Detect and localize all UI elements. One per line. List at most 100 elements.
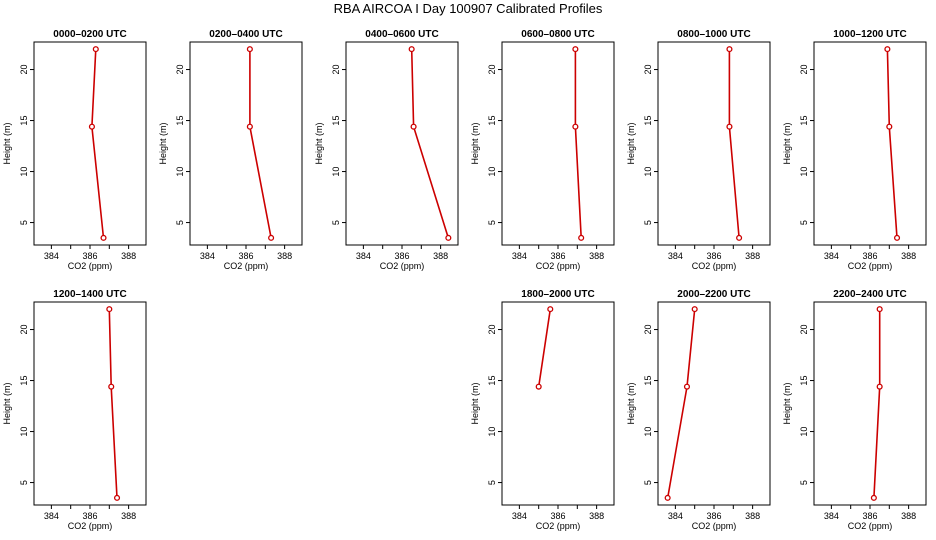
series-line	[574, 49, 582, 238]
y-axis-label: Height (m)	[626, 382, 636, 424]
y-tick-label: 10	[19, 427, 29, 437]
y-tick-label: 15	[175, 116, 185, 126]
x-tick-label: 388	[433, 251, 448, 261]
y-axis-label: Height (m)	[2, 122, 12, 164]
x-tick-label: 384	[824, 251, 839, 261]
y-axis-label: Height (m)	[470, 122, 480, 164]
panel-title: 0400–0600 UTC	[365, 29, 438, 40]
y-axis-label: Height (m)	[782, 382, 792, 424]
panel-title: 1000–1200 UTC	[833, 29, 906, 40]
x-tick-label: 388	[901, 251, 916, 261]
x-tick-label: 388	[121, 251, 136, 261]
x-tick-label: 386	[238, 251, 253, 261]
data-point	[876, 383, 883, 390]
y-tick-label: 15	[799, 376, 809, 386]
x-tick-label: 384	[512, 511, 527, 521]
x-tick-label: 384	[824, 511, 839, 521]
y-tick-label: 20	[19, 65, 29, 75]
panel-title: 0800–1000 UTC	[677, 29, 750, 40]
series-line	[91, 49, 105, 238]
y-axis-label: Height (m)	[314, 122, 324, 164]
x-axis-label: CO2 (ppm)	[692, 521, 737, 531]
panel-title: 2000–2200 UTC	[677, 289, 750, 300]
data-point	[886, 123, 893, 130]
y-tick-label: 5	[487, 480, 497, 485]
x-tick-label: 384	[200, 251, 215, 261]
x-tick-label: 384	[668, 511, 683, 521]
data-point	[726, 46, 733, 53]
x-tick-label: 386	[706, 251, 721, 261]
chart-panel-10: 2200–2400 UTC 384 386 388 5 10 15 20 CO2 (ppm) He…	[782, 289, 927, 531]
plot-frame	[501, 41, 615, 246]
y-axis-label: Height (m)	[2, 382, 12, 424]
y-tick-label: 15	[331, 116, 341, 126]
x-tick-label: 386	[706, 511, 721, 521]
panel-title: 1800–2000 UTC	[521, 289, 594, 300]
y-tick-label: 10	[331, 167, 341, 177]
y-tick-label: 15	[487, 116, 497, 126]
y-tick-label: 5	[799, 220, 809, 225]
data-point	[726, 123, 733, 130]
y-tick-label: 20	[643, 65, 653, 75]
panel-title: 2200–2400 UTC	[833, 289, 906, 300]
x-tick-label: 384	[44, 511, 59, 521]
plot-frame	[657, 301, 771, 506]
x-axis-label: CO2 (ppm)	[692, 261, 737, 271]
data-point	[870, 494, 877, 501]
chart-panel-8: 1800–2000 UTC 384 386 388 5 10 15 20 CO2 (ppm) He…	[470, 289, 615, 531]
chart-panel-5: 0800–1000 UTC 384 386 388 5 10 15 20 CO2 (ppm) He…	[626, 29, 771, 271]
y-tick-label: 15	[799, 116, 809, 126]
y-tick-label: 5	[643, 220, 653, 225]
chart-panel-1: 0000–0200 UTC 384 386 388 5 10 15 20 CO2 (ppm) He…	[2, 29, 147, 271]
data-point	[876, 306, 883, 313]
data-point	[106, 306, 113, 313]
y-tick-label: 10	[643, 167, 653, 177]
y-tick-label: 15	[19, 116, 29, 126]
y-tick-label: 20	[487, 325, 497, 335]
x-axis-label: CO2 (ppm)	[68, 521, 113, 531]
y-tick-label: 20	[19, 325, 29, 335]
y-tick-label: 20	[799, 325, 809, 335]
y-axis-label: Height (m)	[782, 122, 792, 164]
data-point	[578, 234, 585, 241]
chart-panel-2: 0200–0400 UTC 384 386 388 5 10 15 20 CO2 (ppm) He…	[158, 29, 303, 271]
y-tick-label: 10	[799, 167, 809, 177]
panel-title: 0600–0800 UTC	[521, 29, 594, 40]
y-tick-label: 5	[331, 220, 341, 225]
x-tick-label: 384	[356, 251, 371, 261]
plot-frame	[33, 301, 147, 506]
data-point	[100, 234, 107, 241]
x-tick-label: 388	[277, 251, 292, 261]
x-tick-label: 384	[668, 251, 683, 261]
x-axis-label: CO2 (ppm)	[536, 521, 581, 531]
x-tick-label: 386	[82, 511, 97, 521]
x-tick-label: 386	[394, 251, 409, 261]
x-tick-label: 388	[589, 511, 604, 521]
series-line	[886, 49, 898, 238]
data-point	[535, 383, 542, 390]
y-tick-label: 20	[487, 65, 497, 75]
y-tick-label: 10	[175, 167, 185, 177]
chart-panel-9: 2000–2200 UTC 384 386 388 5 10 15 20 CO2 (ppm) He…	[626, 289, 771, 531]
x-axis-label: CO2 (ppm)	[380, 261, 425, 271]
panel-title: 1200–1400 UTC	[53, 289, 126, 300]
plot-frame	[657, 41, 771, 246]
y-tick-label: 20	[643, 325, 653, 335]
y-axis-label: Height (m)	[626, 122, 636, 164]
chart-panel-3: 0400–0600 UTC 384 386 388 5 10 15 20 CO2 (ppm) He…	[314, 29, 459, 271]
y-tick-label: 20	[331, 65, 341, 75]
y-tick-label: 15	[643, 116, 653, 126]
data-point	[683, 383, 691, 390]
y-tick-label: 15	[643, 376, 653, 386]
series-line	[249, 49, 272, 239]
x-tick-label: 384	[44, 251, 59, 261]
series-line	[410, 49, 450, 239]
data-point	[691, 306, 698, 313]
y-tick-label: 5	[643, 480, 653, 485]
page-title: RBA AIRCOA I Day 100907 Calibrated Profi…	[333, 1, 603, 16]
data-point	[92, 46, 99, 53]
panel-title: 0000–0200 UTC	[53, 29, 126, 40]
series-line	[666, 309, 696, 499]
x-tick-label: 386	[82, 251, 97, 261]
